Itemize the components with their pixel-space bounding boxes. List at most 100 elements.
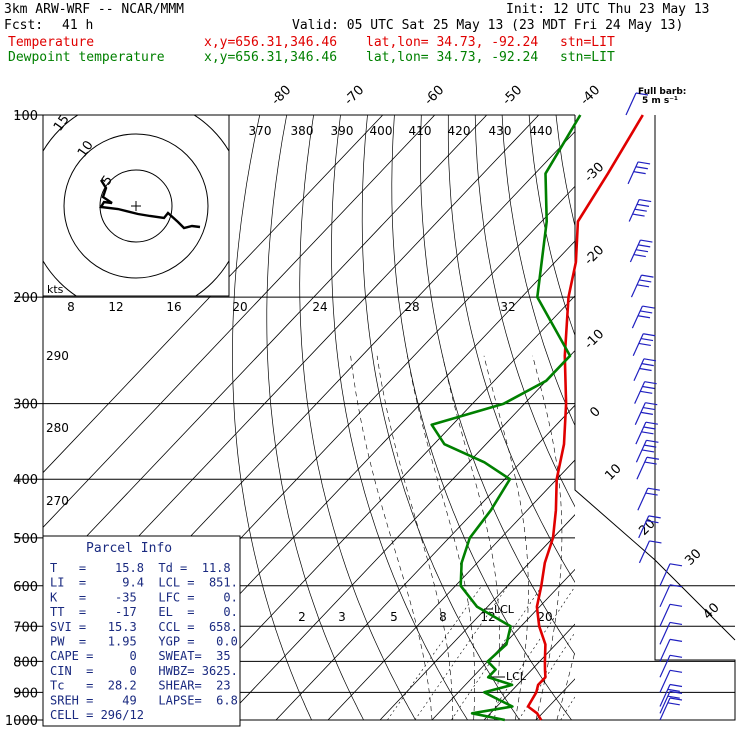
pressure-tick-label: 900: [13, 686, 38, 701]
theta-label: 430: [489, 124, 512, 138]
forecast-label: Fcst:: [4, 18, 44, 33]
wind-barb-flag: [645, 402, 658, 406]
wind-barb: [659, 621, 683, 645]
mixing-ratio-upper-label: 16: [166, 300, 181, 314]
wind-barb-flag: [640, 411, 653, 415]
parcel-info-row: SREH = 49 LAPSE= 6.8: [50, 693, 238, 707]
temperature-profile: [526, 114, 644, 721]
wind-barb: [659, 603, 683, 627]
dry-adiabat: [474, 115, 575, 508]
parcel-info-box: Parcel Info T = 15.8 Td = 11.8LI = 9.4 L…: [42, 535, 241, 727]
temperature-tick-label: -50: [500, 83, 526, 109]
wind-barb-flag: [667, 695, 680, 699]
parcel-info-row: PW = 1.95 YGP = 0.0: [50, 635, 238, 649]
parcel-info-title: Parcel Info: [86, 541, 172, 556]
dry-adiabat: [331, 115, 468, 720]
dry-adiabat: [391, 115, 572, 720]
wind-barb-flag: [667, 688, 680, 692]
mixing-ratio-upper-label: 24: [312, 300, 327, 314]
wind-barb-staff: [659, 639, 671, 662]
temperature-tick-label: -80: [269, 83, 295, 109]
wind-barb: [638, 515, 661, 539]
dewpoint-station: stn=LIT: [560, 50, 615, 65]
wind-barb: [659, 638, 683, 662]
dry-adiabat: [528, 115, 575, 337]
pressure-tick-label: 400: [13, 473, 38, 488]
temperature-tick-label: -60: [422, 83, 448, 109]
wind-barb-flag: [633, 171, 646, 175]
moist-adiabat: [350, 355, 433, 720]
mixing-ratio-line: [560, 696, 575, 720]
wind-barb: [633, 358, 657, 382]
dry-adiabat: [447, 115, 575, 583]
wind-barb-staff: [659, 655, 671, 678]
wind-barb-staff: [631, 305, 643, 329]
wind-barb-staff: [633, 358, 645, 382]
theta-e-label: 270: [46, 494, 69, 508]
wind-barb-staff: [629, 239, 641, 263]
wind-barb-flag: [639, 367, 652, 372]
dry-adiabat: [691, 115, 740, 720]
wind-barb-flag: [649, 540, 662, 544]
wind-barb: [631, 305, 655, 329]
pressure-tick-label: 200: [13, 291, 38, 306]
mixing-ratio-label: 5: [390, 610, 398, 624]
mixing-ratio-upper-label: 12: [108, 300, 123, 314]
wind-barb: [659, 563, 683, 587]
wind-barb-staff: [659, 697, 671, 721]
wind-barb-staff: [635, 421, 647, 445]
mixing-ratio-upper-label: 32: [500, 300, 515, 314]
pressure-tick-label: 100: [13, 109, 38, 124]
mixing-ratio-upper-label: 8: [67, 300, 75, 314]
moist-adiabat: [407, 355, 476, 720]
wind-barb-flag: [639, 279, 652, 283]
wind-barb: [628, 198, 652, 222]
hodograph-ring: [63, 133, 209, 279]
wind-barb-flag: [646, 456, 660, 460]
wind-barb-flag: [641, 363, 654, 367]
wind-barb: [636, 456, 660, 480]
theta-label: 370: [249, 124, 272, 138]
theta-label: 410: [409, 124, 432, 138]
isotherm: [483, 623, 575, 720]
wind-barb: [625, 92, 649, 116]
wind-barb: [627, 161, 651, 185]
temperature-tick-label: -70: [342, 83, 368, 109]
wind-barb-staff: [625, 92, 637, 116]
wind-barb-flag: [643, 333, 656, 337]
wind-barb-flag: [648, 515, 661, 519]
hodograph-ring: [99, 169, 173, 243]
dry-adiabat: [718, 115, 740, 720]
valid-time: Valid: 05 UTC Sat 25 May 13 (23 MDT Fri …: [292, 18, 684, 33]
pressure-tick-label: 500: [13, 532, 38, 547]
pressure-tick-label: 300: [13, 398, 38, 413]
wind-barb-staff: [630, 274, 643, 298]
isotherm: [327, 459, 575, 720]
isotherm: [431, 568, 575, 720]
isotherm: [588, 115, 740, 720]
temperature-latlon: lat,lon= 34.73, -92.24: [366, 35, 539, 50]
wind-barb-flag: [637, 161, 651, 165]
parcel-info-row: Tc = 28.2 SHEAR= 23: [50, 679, 231, 693]
mixing-ratio-label: 8: [439, 610, 447, 624]
wind-barb-staff: [634, 381, 646, 404]
dewpoint-xy: x,y=656.31,346.46: [204, 50, 338, 65]
dry-adiabat: [610, 115, 740, 720]
mixing-ratio-label: 12: [480, 610, 495, 624]
wind-barb: [659, 683, 683, 707]
pressure-tick-label: 600: [13, 580, 38, 595]
wind-barb-flag: [644, 381, 657, 385]
dry-adiabat: [501, 115, 575, 427]
wind-barbs: [625, 92, 683, 721]
sounding-profiles: [430, 114, 644, 722]
wind-barb: [638, 540, 662, 564]
parcel-info-row: K = -35 LFC = 0.: [50, 590, 238, 604]
wind-barb-flag: [669, 603, 683, 607]
dewpoint-latlon: lat,lon= 34.73, -92.24: [366, 50, 539, 65]
wind-barb-staff: [638, 515, 650, 539]
wind-barb-flag: [641, 449, 655, 453]
wind-barb: [659, 690, 683, 714]
theta-label: 420: [448, 124, 471, 138]
wind-barb-flag: [636, 203, 650, 207]
wind-barb-flag: [669, 697, 683, 701]
